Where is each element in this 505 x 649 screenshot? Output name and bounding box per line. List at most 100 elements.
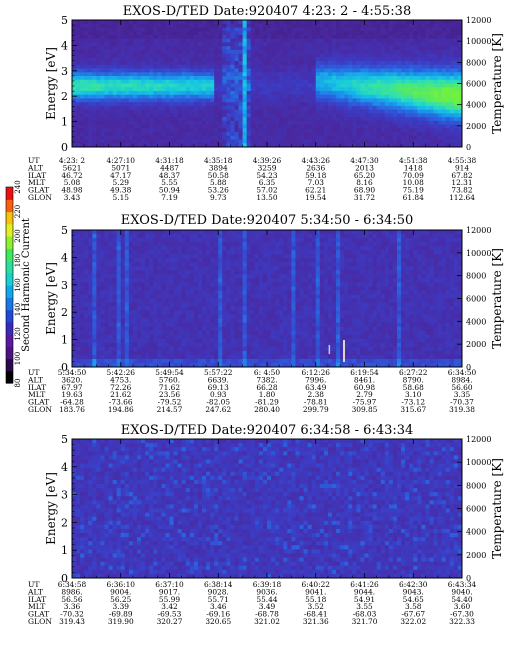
heatmap-cell (405, 34, 410, 40)
heatmap-cell (202, 34, 207, 40)
heatmap-cell (307, 90, 313, 96)
heatmap-cell (181, 20, 187, 25)
heatmap-cell (128, 346, 134, 352)
heatmap-cell (218, 270, 223, 275)
heatmap-cell (149, 234, 154, 239)
heatmap-cell (72, 258, 77, 263)
heatmap-cell (352, 117, 357, 122)
heatmap-cell (352, 98, 357, 103)
heatmap-cell (267, 23, 272, 28)
heatmap-cell (372, 23, 378, 28)
heatmap-cell (332, 57, 337, 62)
heatmap-cell (421, 83, 426, 88)
heatmap-cell (291, 57, 296, 62)
heatmap-cell (352, 109, 357, 114)
heatmap-cell (197, 234, 203, 239)
heatmap-cell (283, 132, 288, 137)
heatmap-cell (153, 38, 158, 43)
heatmap-cell (340, 90, 345, 96)
heatmap-cell (173, 79, 179, 84)
heatmap-cell (137, 242, 142, 247)
heatmap-cell (234, 266, 239, 271)
heatmap-cell (124, 128, 130, 133)
heatmap-cell (161, 334, 166, 340)
heatmap-cell (189, 322, 195, 328)
heatmap-cell (238, 346, 244, 352)
heatmap-cell (112, 266, 118, 271)
heatmap-cell (72, 346, 77, 352)
heatmap-cell (417, 46, 422, 51)
heatmap-cell (173, 238, 179, 243)
heatmap-cell (234, 34, 239, 40)
heatmap-cell (254, 234, 260, 239)
heatmap-cell (311, 57, 317, 62)
heatmap-cell (197, 83, 203, 88)
heatmap-cell (214, 266, 219, 271)
heatmap-cell (352, 23, 357, 28)
heatmap-cell (185, 290, 191, 295)
heatmap-cell (332, 87, 337, 92)
heatmap-cell (137, 250, 142, 255)
heatmap-cell (153, 139, 158, 144)
heatmap-cell (76, 143, 81, 147)
panel-1-title: EXOS-D/TED Date:920407 4:23: 2 - 4:55:38 (123, 4, 411, 19)
heatmap-cell (88, 87, 93, 92)
heatmap-cell (445, 53, 451, 58)
heatmap-cell (332, 109, 337, 114)
heatmap-cell (104, 338, 109, 344)
heatmap-cell (234, 270, 239, 275)
heatmap-cell (210, 68, 215, 73)
heatmap-cell (206, 322, 211, 328)
heatmap-cell (165, 306, 170, 311)
heatmap-cell (409, 64, 414, 69)
heatmap-cell (149, 79, 154, 84)
heatmap-cell (222, 102, 227, 107)
heatmap-cell (145, 338, 150, 344)
heatmap-cell (226, 302, 231, 307)
heatmap-cell (230, 334, 235, 340)
heatmap-cell (72, 318, 77, 324)
heatmap-cell (104, 113, 109, 118)
heatmap-cell (303, 79, 309, 84)
heatmap-cell (104, 83, 109, 88)
heatmap-cell (258, 53, 264, 58)
heatmap-cell (149, 270, 154, 275)
heatmap-cell (193, 358, 199, 364)
heatmap-cell (457, 27, 462, 32)
heatmap-cell (287, 135, 292, 140)
heatmap-cell (311, 135, 317, 140)
heatmap-cell (84, 128, 89, 133)
heatmap-cell (307, 128, 313, 133)
heatmap-cell (157, 23, 162, 28)
heatmap-cell (234, 124, 239, 129)
heatmap-cell (218, 23, 223, 28)
heatmap-cell (218, 246, 223, 251)
heatmap-cell (193, 46, 199, 51)
heatmap-cell (344, 23, 349, 28)
heatmap-cell (193, 72, 199, 77)
heatmap-cell (185, 318, 191, 324)
heatmap-cell (112, 20, 118, 25)
heatmap-cell (246, 109, 252, 114)
heatmap-cell (230, 57, 235, 62)
heatmap-cell (145, 113, 150, 118)
heatmap-cell (417, 128, 422, 133)
heatmap-cell (376, 42, 382, 47)
heatmap-cell (230, 310, 235, 316)
heatmap-cell (311, 83, 317, 88)
heatmap-cell (145, 274, 150, 279)
heatmap-cell (197, 135, 203, 140)
heatmap-cell (76, 72, 81, 77)
heatmap-cell (145, 46, 150, 51)
heatmap-cell (392, 83, 398, 88)
heatmap-cell (100, 117, 105, 122)
heatmap-cell (267, 64, 272, 69)
heatmap-cell (137, 27, 142, 32)
heatmap-cell (242, 246, 248, 251)
heatmap-cell (332, 23, 337, 28)
heatmap-cell (283, 34, 288, 40)
heatmap-cell (153, 109, 158, 114)
heatmap-cell (169, 310, 174, 316)
heatmap-cell (72, 242, 77, 247)
heatmap-cell (344, 128, 349, 133)
